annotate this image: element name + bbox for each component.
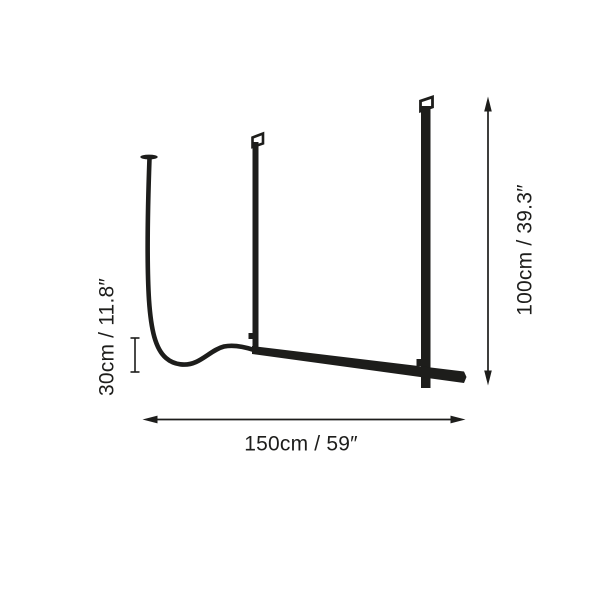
height-dimension-label: 100cm / 39.3″ <box>513 184 536 316</box>
width-arrow-left-icon <box>142 415 158 424</box>
right-rod-collar <box>416 359 422 366</box>
middle-rod-shape <box>252 142 259 352</box>
cord-drop-dimension: 30cm / 11.8″ <box>95 278 140 396</box>
curved-cord-shape <box>145 155 257 367</box>
width-arrow-right-icon <box>450 415 466 424</box>
middle-rod-collar <box>248 333 253 339</box>
width-dimension: 150cm / 59″ <box>142 415 466 455</box>
horizontal-rail-shape <box>252 346 467 383</box>
height-arrow-down-icon <box>484 370 492 386</box>
height-arrow-up-icon <box>484 96 492 112</box>
cord-drop-dimension-label: 30cm / 11.8″ <box>95 278 118 396</box>
width-dimension-label: 150cm / 59″ <box>244 432 358 455</box>
fixture-drawing <box>140 95 467 388</box>
height-dimension: 100cm / 39.3″ <box>484 96 536 386</box>
right-rod-shape <box>421 106 431 388</box>
